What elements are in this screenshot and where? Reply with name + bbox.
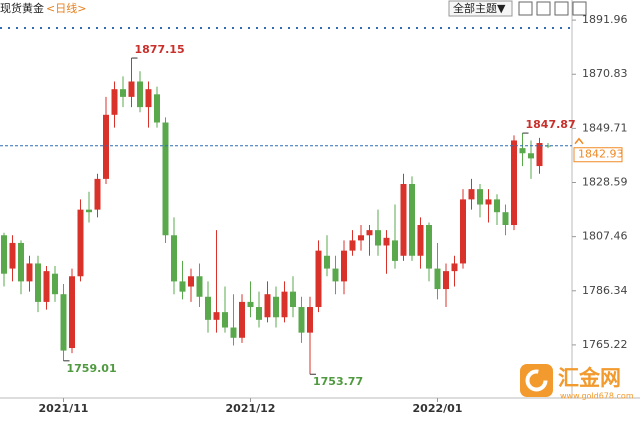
candle-body [477, 189, 483, 205]
candle-body [460, 199, 466, 264]
candle-body [247, 301, 254, 308]
candle-body [307, 307, 313, 333]
candle-body [519, 148, 526, 154]
candle-body [290, 291, 296, 308]
candle-body [383, 237, 390, 246]
y-tick-label: 1870.83 [582, 67, 628, 80]
candle-body [137, 81, 143, 108]
candle-body [35, 263, 41, 302]
candle-body [358, 235, 364, 241]
candle-body [451, 263, 458, 272]
toolbar-icons[interactable] [518, 1, 587, 16]
candle-body [213, 312, 220, 320]
candle-body [77, 209, 84, 277]
candle-body [273, 296, 279, 318]
candle-body [179, 281, 186, 292]
candle-body [426, 225, 432, 269]
candle-body [128, 81, 135, 97]
x-tick-label: 2021/11 [39, 402, 89, 415]
candle-body [417, 225, 424, 256]
candle-body [18, 242, 24, 282]
candle-body [205, 296, 211, 320]
candle-body [485, 199, 492, 205]
watermark-logo [520, 364, 553, 397]
instrument-title: 现货黄金 [0, 1, 44, 15]
candle-body [281, 291, 288, 318]
candle-body [52, 273, 58, 295]
candle-body [375, 230, 381, 246]
icon[interactable] [536, 1, 551, 16]
candle-body [528, 153, 534, 159]
candle-body [120, 89, 126, 97]
candle-body [26, 263, 33, 282]
candle-body [162, 122, 169, 236]
y-tick-label: 1807.46 [582, 230, 628, 243]
candle-body [400, 184, 407, 256]
candle-body [511, 140, 517, 226]
y-tick-label: 1786.34 [582, 284, 628, 297]
plot: 1765.22 1786.34 1807.46 1828.59 1849.71 1870.… [0, 13, 628, 415]
candle-body [494, 199, 500, 213]
icon[interactable] [518, 1, 533, 16]
candle-body [60, 294, 67, 351]
watermark: 汇金网 www.gold678.com [520, 364, 634, 401]
candle-body [256, 307, 262, 320]
candle-body [222, 312, 228, 328]
watermark-logo-mark [525, 369, 548, 392]
candle-body [188, 276, 194, 287]
candle-body [332, 268, 339, 282]
theme-button[interactable] [448, 0, 513, 17]
current-price-box [573, 147, 623, 163]
candle-body [69, 276, 75, 349]
x-tick-label: 2022/01 [413, 402, 463, 415]
y-tick-label: 1765.22 [582, 338, 628, 351]
watermark-name: 汇金网 [558, 366, 621, 390]
candle-body [324, 255, 330, 269]
candle-body [502, 212, 509, 226]
current-price-arrow [574, 137, 584, 145]
watermark-url: www.gold678.com [560, 392, 634, 401]
candle-body [154, 94, 160, 123]
candle-body [536, 143, 543, 167]
extreme-label: 1759.01 [67, 362, 117, 375]
extreme-label: 1877.15 [135, 43, 185, 56]
candle-body [94, 178, 101, 210]
candle-body [171, 235, 177, 282]
candle-body [315, 250, 322, 308]
x-tick-label: 2021/12 [226, 402, 276, 415]
candle-body [111, 89, 118, 115]
candle-body [409, 184, 415, 256]
candle-body [1, 235, 7, 274]
candle-body [9, 242, 16, 269]
candle-body [366, 230, 373, 236]
theme-button-label[interactable]: 全部主题▼ [453, 1, 506, 15]
candle-body [103, 114, 109, 179]
candle-body [264, 294, 271, 318]
candle-body [145, 89, 152, 108]
candle-body [434, 268, 441, 290]
candle-body [43, 271, 50, 302]
y-tick-label: 1891.96 [582, 13, 628, 26]
extreme-label: 1847.87 [526, 118, 576, 131]
candle-body [298, 307, 305, 333]
extreme-label: 1753.77 [313, 375, 363, 388]
candle-body [196, 276, 203, 297]
candle-body [341, 250, 347, 282]
candle-body [230, 327, 237, 338]
y-tick-label: 1828.59 [582, 175, 628, 188]
y-tick-label: 1849.71 [582, 121, 628, 134]
current-price-label: 1842.93 [578, 148, 624, 161]
period[interactable]: <日线> [46, 1, 86, 15]
candle-body [443, 271, 449, 290]
candle-body [239, 301, 245, 338]
icon[interactable] [572, 1, 587, 16]
candle-body [468, 189, 475, 200]
candle-body [392, 240, 398, 261]
icon[interactable] [554, 1, 569, 16]
candle-body [86, 209, 92, 213]
candle-body [349, 240, 356, 251]
